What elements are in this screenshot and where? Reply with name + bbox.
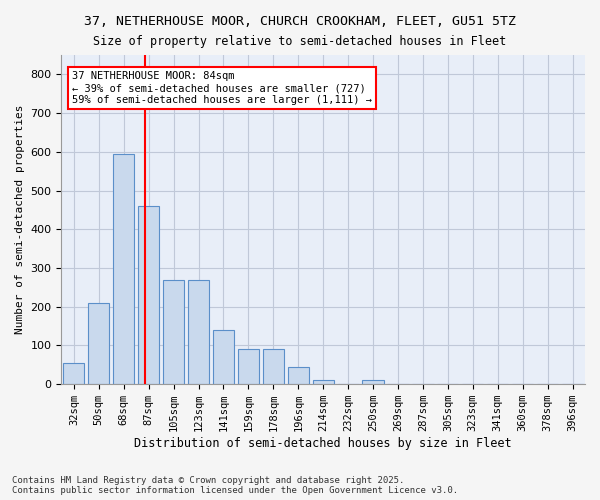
Bar	[63, 363, 85, 384]
Y-axis label: Number of semi-detached properties: Number of semi-detached properties	[15, 105, 25, 334]
Bar	[188, 280, 209, 384]
Text: Size of property relative to semi-detached houses in Fleet: Size of property relative to semi-detach…	[94, 35, 506, 48]
Bar	[163, 280, 184, 384]
Bar	[213, 330, 234, 384]
Text: 37 NETHERHOUSE MOOR: 84sqm
← 39% of semi-detached houses are smaller (727)
59% o: 37 NETHERHOUSE MOOR: 84sqm ← 39% of semi…	[72, 72, 372, 104]
Text: Contains HM Land Registry data © Crown copyright and database right 2025.
Contai: Contains HM Land Registry data © Crown c…	[12, 476, 458, 495]
Bar	[287, 367, 309, 384]
Bar	[113, 154, 134, 384]
X-axis label: Distribution of semi-detached houses by size in Fleet: Distribution of semi-detached houses by …	[134, 437, 512, 450]
Bar	[88, 303, 109, 384]
Bar	[138, 206, 159, 384]
Bar	[362, 380, 383, 384]
Bar	[313, 380, 334, 384]
Bar	[238, 350, 259, 384]
Bar	[263, 350, 284, 384]
Text: 37, NETHERHOUSE MOOR, CHURCH CROOKHAM, FLEET, GU51 5TZ: 37, NETHERHOUSE MOOR, CHURCH CROOKHAM, F…	[84, 15, 516, 28]
